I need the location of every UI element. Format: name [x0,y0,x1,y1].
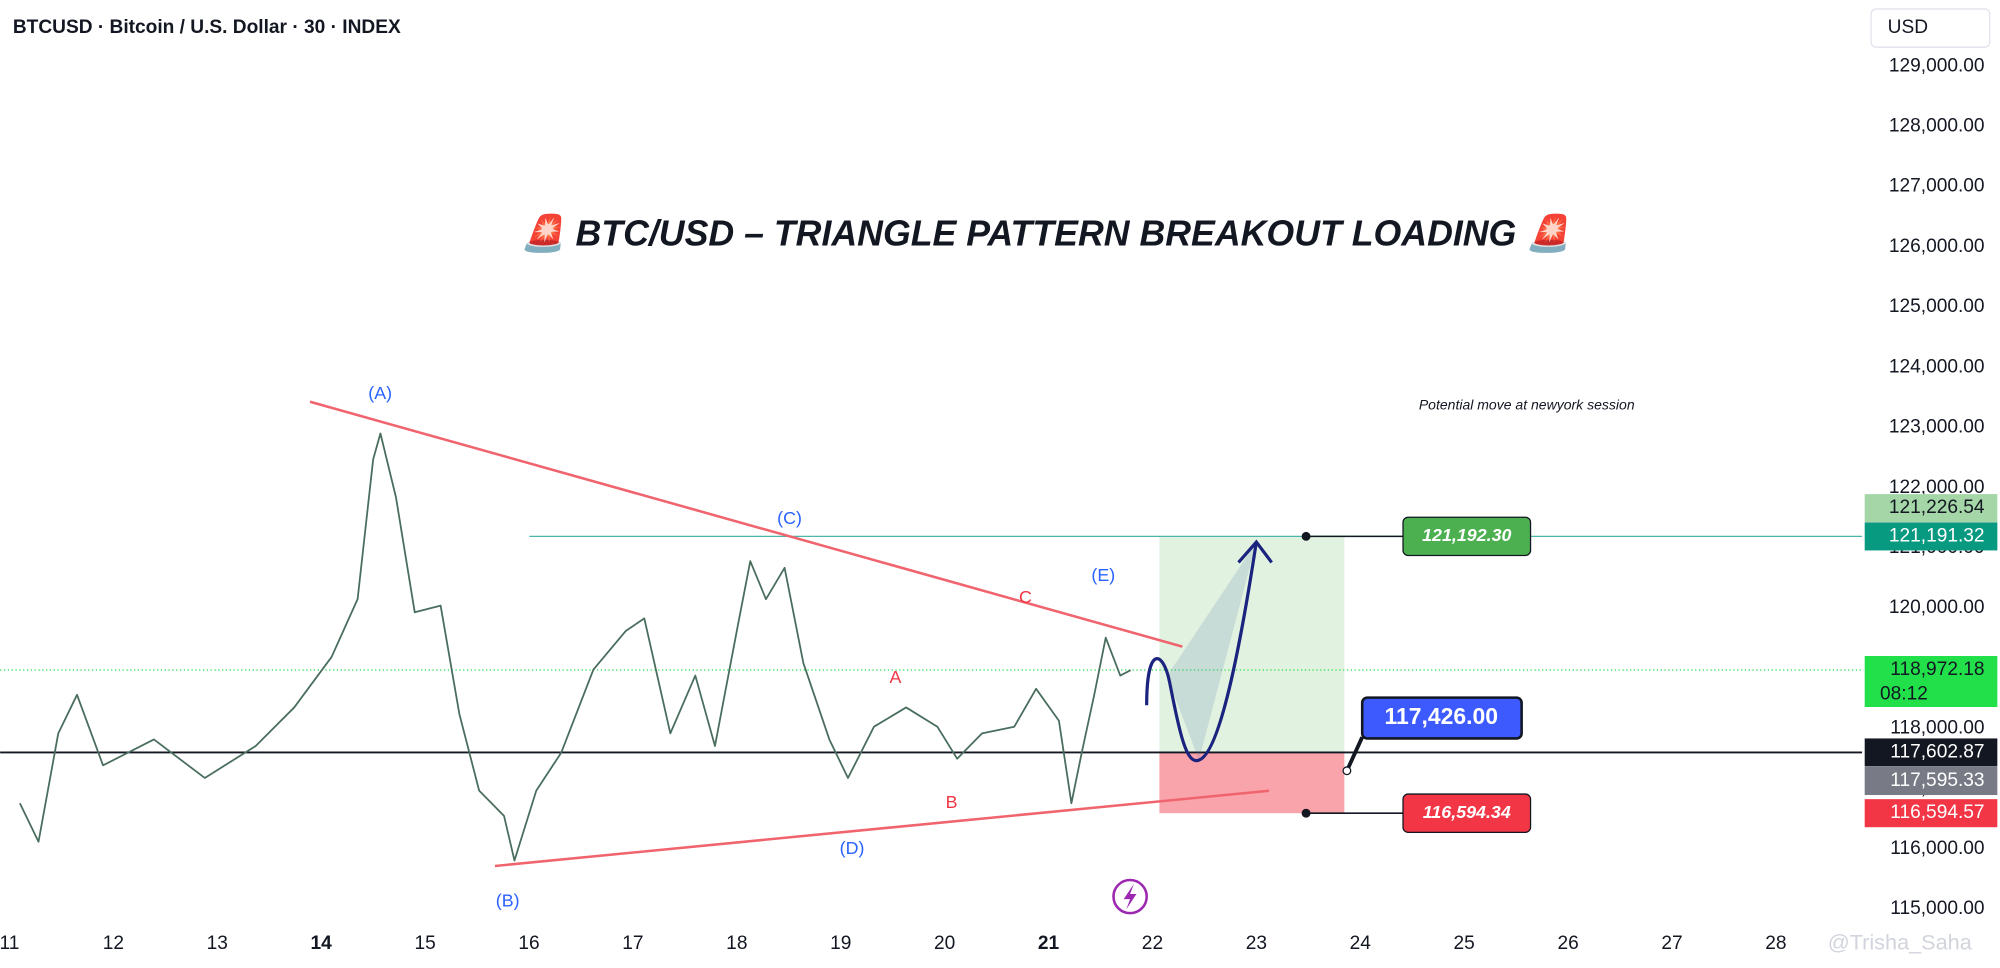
projection-arrow [1237,539,1273,564]
target-box [1402,793,1532,833]
x-tick-label: 11 [0,933,19,954]
x-tick-label: 22 [1142,933,1163,954]
y-tick-label: 126,000.00 [1889,236,1985,257]
y-tick-label: 118,000.00 [1890,718,1984,739]
y-tick-label: 115,000.00 [1890,898,1984,919]
wave-label: (B) [496,890,520,910]
wave-label: (C) [777,508,802,528]
x-tick-label: 28 [1765,933,1786,954]
price-label: 117,602.87 [1890,742,1984,763]
price-label-box [1864,766,1998,796]
x-tick-label: 15 [414,933,435,954]
icon-bolt[interactable] [1123,883,1137,910]
x-tick-label: 23 [1246,933,1267,954]
target-dot [1342,766,1352,776]
trend-line [494,789,1270,868]
price-label-box [1864,522,1998,551]
x-tick-label: 25 [1454,933,1475,954]
symbol-header: BTCUSD · Bitcoin / U.S. Dollar · 30 · IN… [13,17,401,38]
y-tick-label: 125,000.00 [1889,296,1985,317]
x-tick-label: 20 [934,933,955,954]
y-tick-label: 129,000.00 [1889,55,1985,76]
x-tick-label: 24 [1350,933,1372,954]
note: Potential move at newyork session [1419,396,1635,412]
target-dot [1301,531,1311,541]
x-tick-label: 17 [622,933,643,954]
price-label: 117,595.33 [1890,770,1984,791]
lightning-icon[interactable] [1112,878,1148,915]
wave-label: A [889,667,901,687]
x-tick-label: 19 [830,933,851,954]
price-label-box [1864,738,1998,767]
price-label-box [1864,494,1998,523]
x-tick-label: 13 [207,933,228,954]
y-tick-label: 116,000.00 [1890,838,1984,859]
price-label-box [1864,655,1998,708]
wave-label: (A) [368,383,392,403]
currency[interactable]: USD [1888,17,1928,38]
target-label: 121,192.30 [1422,525,1511,545]
target-label: 117,426.00 [1385,703,1499,729]
y-tick-label: 128,000.00 [1889,115,1985,136]
target-box [1360,696,1523,740]
x-tick-label: 12 [103,933,124,954]
wave-label: B [946,792,958,812]
wave-label: (D) [840,838,865,858]
price-label: 118,972.18 [1890,659,1984,680]
x-tick-label: 27 [1661,933,1682,954]
loss-zone [1159,752,1345,814]
x-tick-label: 18 [726,933,747,954]
y-tick-label: 120,000.00 [1889,597,1985,618]
y-tick-label: 127,000.00 [1889,176,1985,197]
trend-line [309,400,1183,648]
x-tick-label: 14 [311,933,333,954]
target-box [1402,516,1532,557]
wave-label: (E) [1091,565,1115,585]
y-tick-label: 123,000.00 [1889,417,1985,438]
projection-path [1145,541,1258,763]
x-tick-label: 26 [1557,933,1578,954]
drawings: 121,192.30 116,594.34 117,426.00 [0,400,1863,868]
chart-title: 🚨 BTC/USD – TRIANGLE PATTERN BREAKOUT LO… [521,212,1576,253]
x-tick-label: 21 [1038,933,1060,954]
price-label-box [1864,799,1998,828]
watermark: @Trisha_Saha [1828,930,1973,955]
wave-label: C [1019,587,1032,607]
y-tick-label: 122,000.00 [1889,477,1985,498]
target-leader [1345,736,1364,772]
price-line-series [19,432,1132,862]
currency-box[interactable] [1870,8,1991,48]
x-tick-label: 16 [518,933,539,954]
target-dot [1301,808,1311,818]
price-label: 116,594.57 [1890,802,1984,823]
target-label: 116,594.34 [1423,802,1511,822]
price-label: 121,226.54 [1889,497,1985,518]
countdown: 08:12 [1880,683,1928,704]
y-tick-label: 124,000.00 [1889,356,1985,377]
price-label: 121,191.32 [1889,525,1985,546]
projection-area [1167,542,1257,761]
